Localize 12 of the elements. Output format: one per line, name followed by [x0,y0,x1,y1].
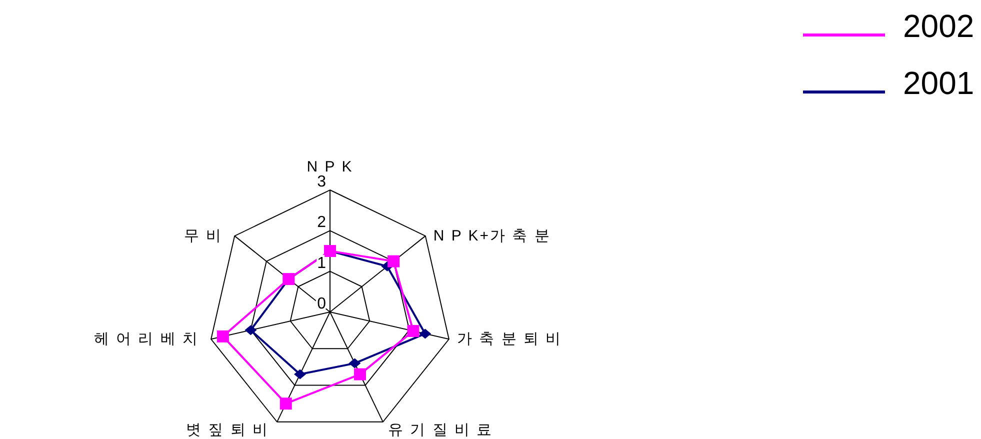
radial-tick-label: 1 [317,254,326,272]
spoke-label: 볏 짚 퇴 비 [186,421,270,438]
spoke-label: N P K [306,158,354,176]
spoke-label: 헤 어 리 베 치 [94,330,200,348]
legend-label: 2001 [903,65,974,101]
radial-tick-label: 2 [317,214,326,232]
radial-tick-label: 3 [317,174,326,190]
legend-label: 2002 [903,8,974,44]
spoke-label: 무 비 [184,227,223,244]
spoke-label: N P K+가 축 분 [433,227,551,244]
spoke-label: 유 기 질 비 료 [388,421,494,438]
spoke-label: 가 축 분 퇴 비 [456,330,562,348]
